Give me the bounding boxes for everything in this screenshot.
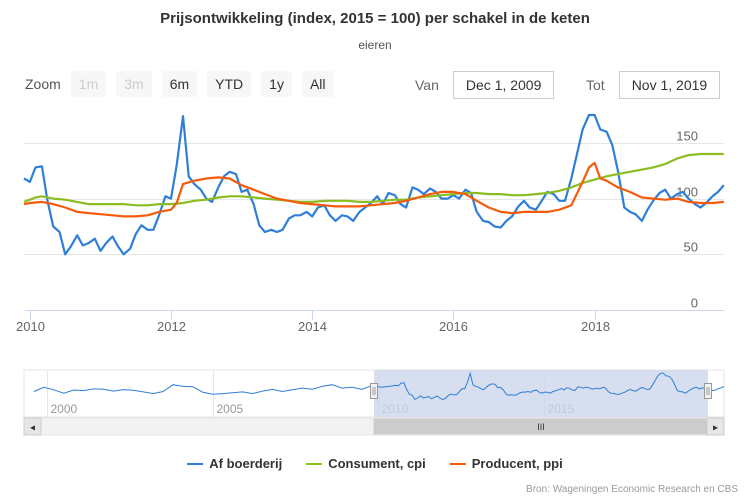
legend-item-consument-cpi[interactable]: Consument, cpi <box>306 456 426 471</box>
y-tick-label: 150 <box>676 129 698 144</box>
zoom-6m-button[interactable]: 6m <box>161 71 198 97</box>
legend-swatch <box>449 462 466 465</box>
range-to: Tot Nov 1, 2019 <box>586 71 721 99</box>
chart-title: Prijsontwikkeling (index, 2015 = 100) pe… <box>160 10 590 27</box>
chart-subtitle: eieren <box>358 38 392 52</box>
x-tick-label: 2014 <box>298 319 327 334</box>
legend-label: Producent, ppi <box>471 456 563 471</box>
zoom-1y-button[interactable]: 1y <box>261 71 292 97</box>
credits: Bron: Wageningen Economic Research en CB… <box>526 484 738 495</box>
x-tick-label: 2016 <box>439 319 468 334</box>
left-arrow-icon: ◂ <box>30 423 35 434</box>
x-axis: 2010 2012 2014 2016 2018 <box>16 310 724 334</box>
series-line-consument-cpi <box>23 152 724 207</box>
series-lines <box>23 113 725 256</box>
series-line-producent-ppi <box>23 161 724 218</box>
legend-swatch <box>306 462 323 465</box>
x-tick-label: 2012 <box>157 319 186 334</box>
scrollbar-left-button[interactable] <box>23 417 42 436</box>
range-to-input[interactable]: Nov 1, 2019 <box>618 71 721 99</box>
legend-swatch <box>187 462 204 465</box>
range-from-input[interactable]: Dec 1, 2009 <box>452 71 555 99</box>
legend: Af boerderij Consument, cpi Producent, p… <box>0 456 750 471</box>
series-line-af-boerderij <box>23 113 725 256</box>
range-from-label: Van <box>415 77 439 93</box>
navigator-x-label: 2000 <box>51 402 78 416</box>
navigator-series <box>33 371 725 401</box>
scrollbar[interactable]: ◂ III ▸ <box>23 417 725 436</box>
zoom-1m-button[interactable]: 1m <box>70 71 107 97</box>
legend-item-af-boerderij[interactable]: Af boerderij <box>187 456 282 471</box>
navigator[interactable]: 2000200520102015 <box>23 369 725 418</box>
navigator-left-handle[interactable] <box>370 383 378 399</box>
x-tick-label: 2010 <box>16 319 45 334</box>
range-to-label: Tot <box>586 77 605 93</box>
navigator-x-label: 2005 <box>217 402 244 416</box>
zoom-ytd-button[interactable]: YTD <box>207 71 252 97</box>
zoom-all-button[interactable]: All <box>301 71 334 97</box>
range-from: Van Dec 1, 2009 <box>415 71 555 99</box>
y-axis-labels: 0 50 100 150 <box>676 129 698 311</box>
legend-item-producent-ppi[interactable]: Producent, ppi <box>449 456 563 471</box>
y-tick-label: 50 <box>684 240 698 255</box>
right-arrow-icon: ▸ <box>713 423 718 434</box>
navigator-selection[interactable] <box>374 370 708 417</box>
legend-label: Consument, cpi <box>328 456 426 471</box>
scrollbar-grip-icon: III <box>537 422 545 432</box>
navigator-right-handle[interactable] <box>704 383 712 399</box>
grid-lines <box>24 143 724 311</box>
legend-label: Af boerderij <box>209 456 283 471</box>
y-tick-label: 100 <box>676 185 698 200</box>
navigator-line <box>33 371 725 401</box>
x-tick-label: 2018 <box>581 319 610 334</box>
zoom-3m-button[interactable]: 3m <box>116 71 152 97</box>
scrollbar-right-button[interactable] <box>706 417 725 436</box>
zoom-label: Zoom <box>25 76 61 92</box>
zoom-bar: Zoom 1m 3m 6m YTD 1y All <box>25 71 344 97</box>
y-tick-label: 0 <box>691 296 698 311</box>
